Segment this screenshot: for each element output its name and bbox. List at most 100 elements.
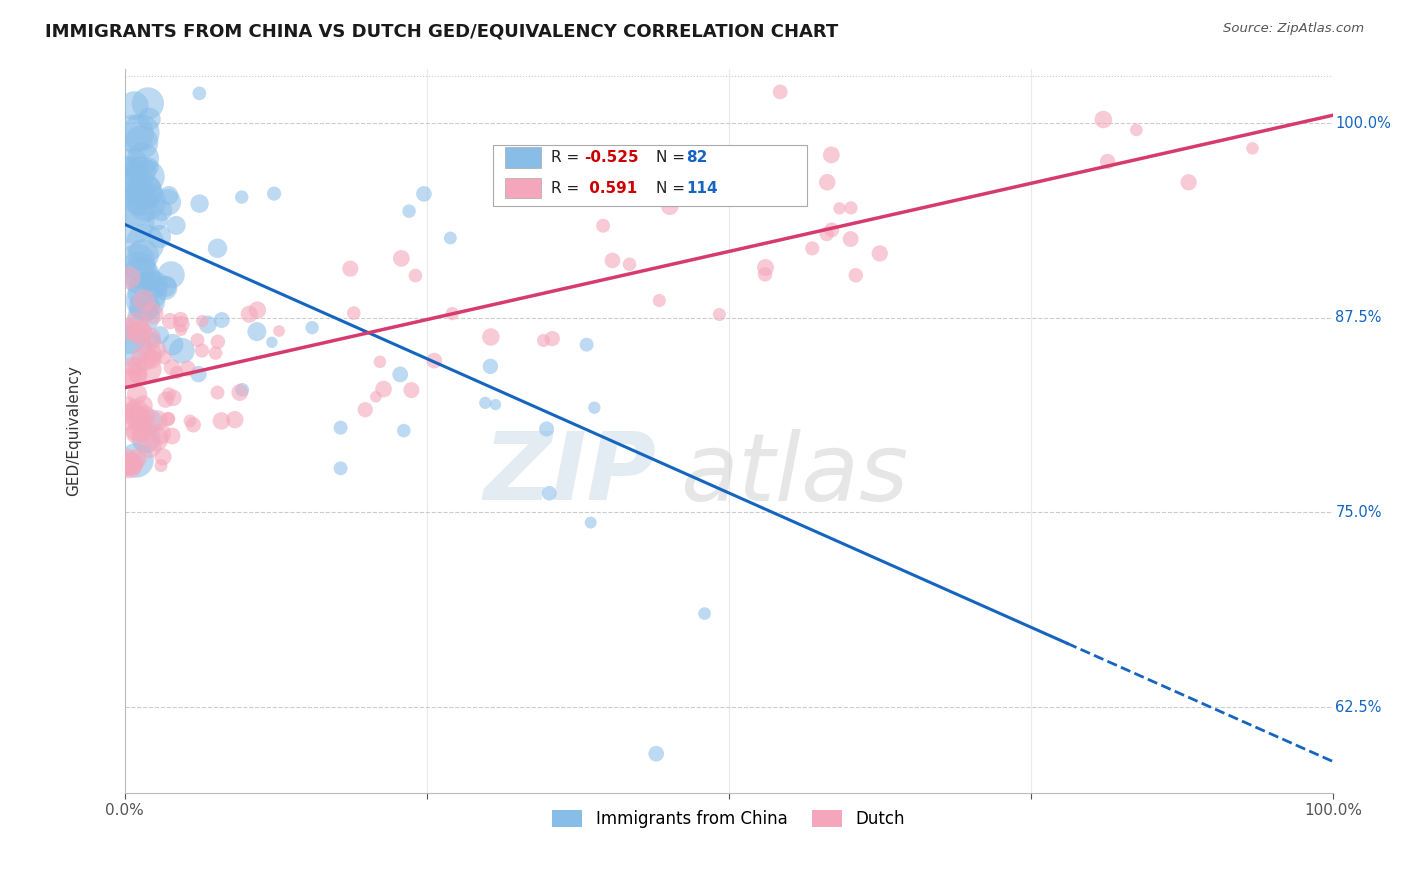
Point	[821, 223, 844, 237]
Point	[160, 360, 183, 375]
Point	[118, 167, 141, 181]
Point	[149, 426, 172, 441]
Point	[145, 432, 167, 446]
Point	[389, 252, 412, 266]
Point	[134, 351, 156, 365]
Point	[267, 324, 290, 338]
Point	[191, 314, 214, 328]
Point	[869, 246, 891, 260]
Point	[149, 328, 172, 343]
Point	[128, 326, 150, 340]
Point	[118, 166, 141, 180]
Point	[122, 98, 145, 112]
Point	[118, 270, 141, 285]
Point	[343, 306, 366, 320]
Point	[166, 366, 188, 380]
Point	[155, 279, 177, 293]
Point	[153, 350, 176, 364]
Point	[120, 339, 142, 353]
Point	[160, 429, 183, 443]
Point	[197, 318, 219, 332]
Text: atlas: atlas	[681, 428, 908, 519]
Point	[141, 352, 163, 367]
Text: GED/Equivalency: GED/Equivalency	[66, 365, 82, 496]
Point	[575, 337, 598, 351]
Point	[117, 458, 139, 473]
Point	[134, 236, 156, 251]
Point	[839, 201, 862, 215]
Text: -0.525: -0.525	[583, 150, 638, 165]
Point	[132, 418, 155, 433]
Text: 114: 114	[686, 180, 718, 195]
Point	[439, 231, 461, 245]
Point	[1125, 123, 1147, 137]
Point	[129, 425, 152, 439]
Point	[157, 188, 180, 202]
Bar	[505, 147, 541, 168]
Text: 62.5%: 62.5%	[1336, 699, 1382, 714]
Point	[152, 450, 174, 464]
Point	[138, 160, 160, 174]
Point	[229, 385, 252, 400]
Point	[125, 316, 148, 330]
Point	[162, 337, 184, 351]
Point	[131, 417, 153, 432]
Point	[785, 150, 807, 164]
Point	[496, 155, 519, 169]
Point	[120, 407, 142, 421]
Point	[143, 277, 166, 292]
Point	[141, 330, 163, 344]
Point	[162, 391, 184, 405]
Text: N =: N =	[657, 180, 690, 195]
Point	[169, 312, 191, 326]
Point	[129, 126, 152, 140]
Point	[536, 422, 558, 436]
Point	[131, 136, 153, 150]
Text: R =: R =	[551, 150, 585, 165]
Point	[619, 257, 641, 271]
Point	[207, 334, 229, 349]
Point	[125, 453, 148, 467]
Point	[373, 382, 395, 396]
Point	[209, 414, 232, 428]
Point	[263, 186, 285, 201]
Point	[474, 396, 496, 410]
Point	[160, 268, 183, 282]
Point	[1241, 141, 1264, 155]
Point	[127, 425, 149, 440]
Point	[129, 326, 152, 340]
Point	[404, 268, 426, 283]
Point	[127, 366, 149, 380]
Point	[149, 458, 172, 473]
Point	[401, 383, 423, 397]
Point	[146, 413, 169, 427]
Text: 0.591: 0.591	[583, 180, 637, 195]
Point	[157, 387, 180, 401]
Point	[845, 268, 868, 283]
Point	[139, 272, 162, 286]
Point	[136, 285, 159, 299]
Point	[138, 439, 160, 453]
Point	[117, 398, 139, 412]
Point	[579, 516, 602, 530]
Point	[125, 404, 148, 418]
Point	[135, 194, 157, 209]
Point	[142, 334, 165, 348]
Point	[148, 229, 170, 244]
Point	[392, 424, 415, 438]
Point	[1177, 175, 1199, 189]
Text: 100.0%: 100.0%	[1336, 116, 1392, 130]
Point	[211, 313, 233, 327]
Point	[301, 320, 323, 334]
Point	[159, 314, 181, 328]
Legend: Immigrants from China, Dutch: Immigrants from China, Dutch	[546, 804, 912, 835]
Point	[139, 347, 162, 361]
Point	[132, 293, 155, 308]
Text: 75.0%: 75.0%	[1336, 505, 1382, 520]
Text: Source: ZipAtlas.com: Source: ZipAtlas.com	[1223, 22, 1364, 36]
Text: IMMIGRANTS FROM CHINA VS DUTCH GED/EQUIVALENCY CORRELATION CHART: IMMIGRANTS FROM CHINA VS DUTCH GED/EQUIV…	[45, 22, 838, 40]
Point	[132, 310, 155, 324]
Point	[121, 458, 143, 473]
Point	[389, 368, 412, 382]
Point	[479, 330, 502, 344]
